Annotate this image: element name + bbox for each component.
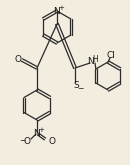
Text: O: O [24, 136, 31, 146]
Text: Cl: Cl [107, 51, 115, 61]
Text: H: H [92, 55, 98, 65]
Text: +: + [38, 127, 44, 133]
Text: O: O [48, 136, 56, 146]
Text: S: S [73, 82, 79, 90]
Text: N: N [88, 57, 94, 66]
Text: O: O [15, 55, 21, 65]
Text: N: N [34, 129, 40, 137]
Text: +: + [58, 4, 64, 11]
Text: −: − [19, 136, 25, 146]
Text: −: − [77, 84, 83, 94]
Text: N: N [54, 6, 60, 16]
